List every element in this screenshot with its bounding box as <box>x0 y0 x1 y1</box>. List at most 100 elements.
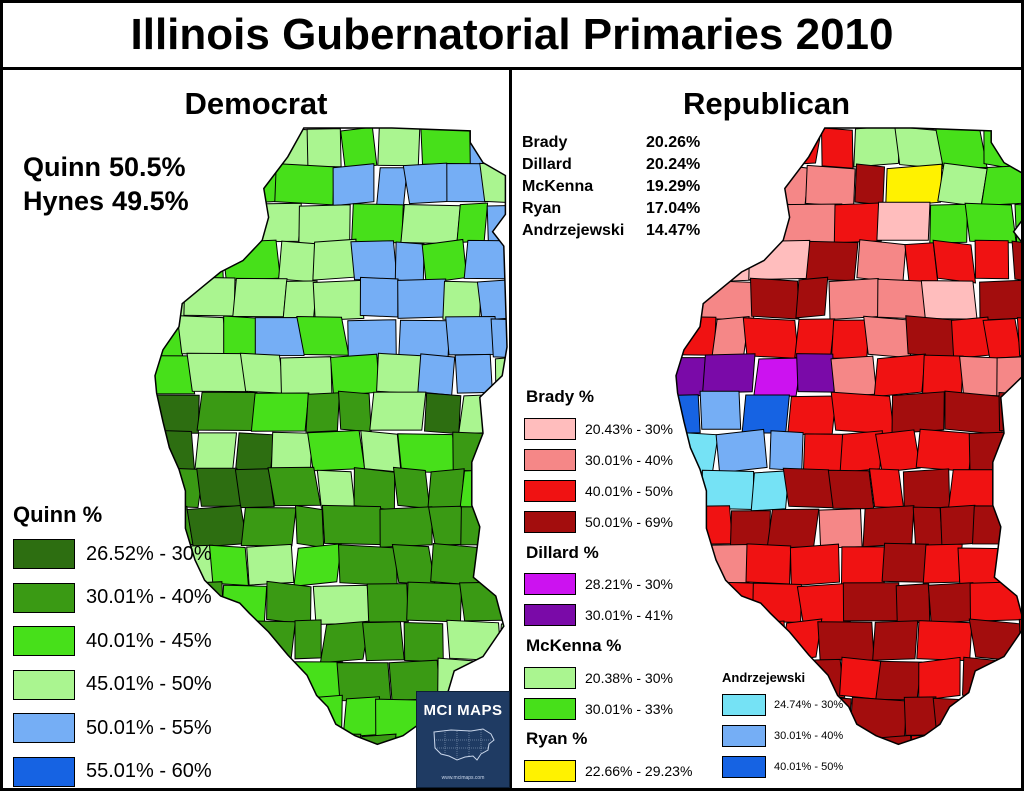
county-shape <box>849 696 908 740</box>
county-shape <box>391 543 436 586</box>
county-shape <box>270 431 313 472</box>
county-shape <box>964 202 1017 244</box>
county-shape <box>939 504 977 547</box>
mci-maps-logo: MCI MAPS www.mcimaps.com <box>416 691 510 788</box>
county-shape <box>971 505 1021 545</box>
county-shape <box>337 390 372 433</box>
county-shape <box>298 771 356 791</box>
county-shape <box>250 392 310 432</box>
republican-result-row: Brady 20.26% <box>522 132 700 154</box>
legend-row: 40.01% - 50% <box>524 480 673 502</box>
legend-swatch <box>13 669 75 700</box>
county-shape <box>720 128 778 165</box>
county-shape <box>745 543 792 585</box>
democrat-result-row: Quinn 50.5% <box>23 150 189 184</box>
legend-row: 26.52% - 30% <box>13 539 212 569</box>
county-shape <box>176 315 229 357</box>
candidate-pct: 20.24% <box>646 156 701 173</box>
county-shape <box>1016 317 1021 360</box>
county-shape <box>233 128 270 168</box>
county-shape <box>748 239 811 281</box>
county-shape <box>476 278 507 321</box>
county-shape <box>1010 128 1021 169</box>
legend-swatch <box>524 667 576 689</box>
county-shape <box>789 543 841 587</box>
county-shape <box>264 128 312 169</box>
legend-swatch <box>13 713 75 743</box>
legend-swatch <box>13 539 75 569</box>
county-shape <box>910 735 965 745</box>
county-shape <box>853 128 901 168</box>
county-shape <box>446 162 487 203</box>
county-shape <box>400 203 461 245</box>
county-shape <box>442 280 482 321</box>
county-shape <box>188 243 225 284</box>
legend-row: 20.43% - 30% <box>524 418 673 440</box>
legend-label: 50.01% - 69% <box>585 514 673 530</box>
county-shape <box>1011 240 1021 284</box>
county-shape <box>221 239 281 282</box>
democrat-result-row: Hynes 49.5% <box>23 184 189 218</box>
county-shape <box>912 506 943 547</box>
county-shape <box>876 201 931 241</box>
county-shape <box>920 280 978 320</box>
county-shape <box>995 736 1021 745</box>
county-shape <box>986 774 1023 791</box>
county-shape <box>833 202 883 244</box>
county-shape <box>856 239 907 284</box>
candidate-pct: 50.5% <box>108 152 186 182</box>
county-shape <box>960 733 1003 745</box>
quinn-legend-title: Quinn % <box>13 502 103 527</box>
mckenna-legend-title: McKenna % <box>526 636 622 655</box>
county-shape <box>692 505 734 545</box>
county-shape <box>406 581 463 623</box>
county-shape <box>676 278 702 318</box>
county-shape <box>298 204 351 245</box>
andrzejewski-legend-title: Andrzejewski <box>722 670 806 685</box>
county-shape <box>296 315 350 356</box>
county-shape <box>196 391 258 432</box>
county-shape <box>278 240 317 283</box>
county-shape <box>701 469 755 511</box>
county-shape <box>456 202 489 244</box>
legend-label: 40.01% - 50% <box>774 761 844 773</box>
county-shape <box>236 657 294 701</box>
county-shape <box>376 352 423 395</box>
democrat-panel: Democrat Quinn 50.5% Hynes 49.5% Quinn %… <box>0 67 512 791</box>
legend-swatch <box>524 698 576 720</box>
county-shape <box>267 466 322 507</box>
county-shape <box>676 239 700 281</box>
county-shape <box>787 395 837 436</box>
legend-row: 40.01% - 50% <box>722 756 843 778</box>
candidate-name: Brady <box>522 134 568 151</box>
county-shape <box>894 128 944 170</box>
county-shape <box>306 733 362 745</box>
democrat-county-map <box>154 127 508 791</box>
county-shape <box>741 394 790 434</box>
county-shape <box>957 547 1014 588</box>
county-shape <box>699 390 742 430</box>
county-shape <box>347 319 397 360</box>
county-shape <box>935 128 988 169</box>
county-shape <box>974 239 1010 280</box>
county-shape <box>490 318 507 360</box>
county-shape <box>782 467 835 509</box>
county-shape <box>780 618 823 662</box>
county-shape <box>342 696 381 738</box>
county-shape <box>929 203 968 244</box>
county-shape <box>445 315 499 356</box>
legend-row: 45.01% - 50% <box>13 669 212 700</box>
county-shape <box>918 656 961 702</box>
county-shape <box>369 391 427 431</box>
county-shape <box>362 621 405 662</box>
county-shape <box>915 428 974 473</box>
county-shape <box>459 468 507 510</box>
county-shape <box>423 392 462 435</box>
candidate-name: Ryan <box>522 200 562 217</box>
legend-swatch <box>524 449 576 471</box>
county-shape <box>885 163 943 208</box>
county-shape <box>694 166 742 208</box>
legend-swatch <box>524 760 576 782</box>
usa-outline-icon <box>433 728 495 761</box>
county-shape <box>458 394 495 435</box>
